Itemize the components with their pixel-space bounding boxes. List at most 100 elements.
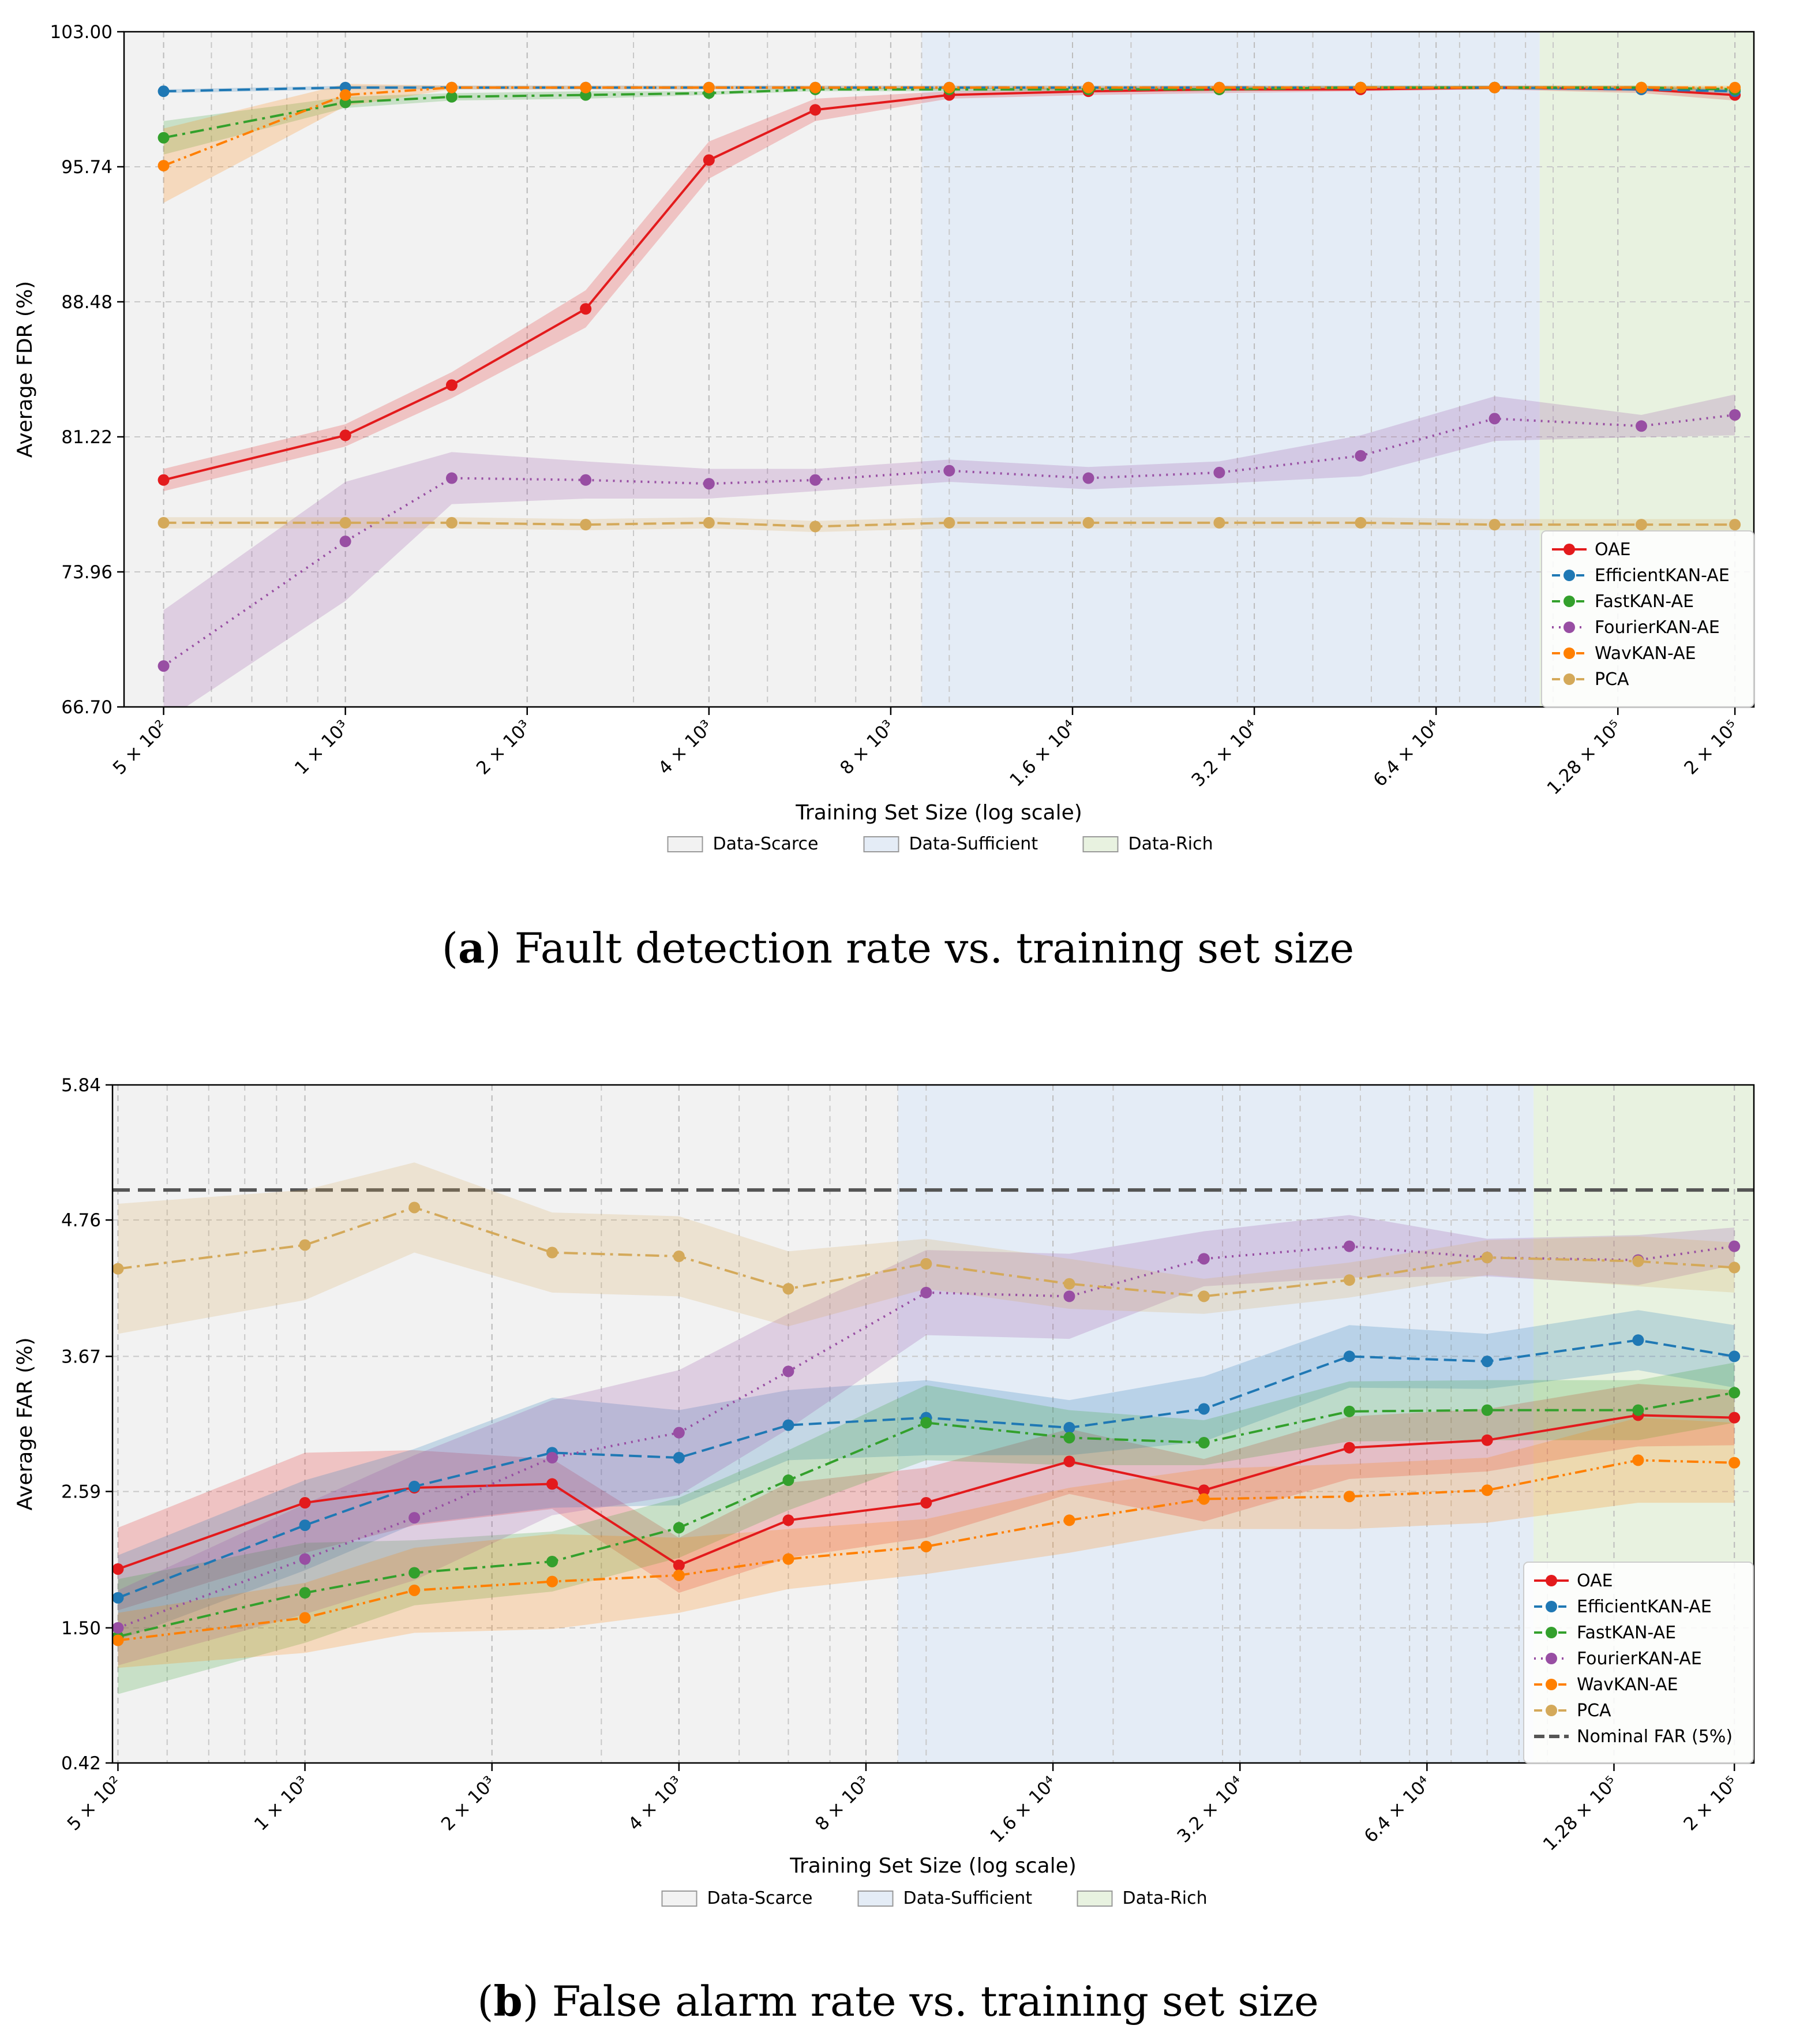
point-oae (339, 429, 351, 441)
y-tick-label: 3.67 (61, 1346, 101, 1367)
point-wavkan-ae (1729, 81, 1741, 93)
region-data-sufficient (921, 32, 1540, 707)
legend-label: PCA (1577, 1701, 1611, 1721)
point-fastkan-ae (1481, 1404, 1493, 1416)
point-wavkan-ae (158, 160, 170, 172)
legend-marker (1546, 1575, 1557, 1586)
point-pca (158, 516, 170, 529)
point-fourierkan-ae (782, 1365, 794, 1377)
legend-label: OAE (1595, 540, 1631, 560)
caption-a: (a) Fault detection rate vs. training se… (441, 923, 1355, 972)
point-oae (1481, 1434, 1493, 1446)
point-fourierkan-ae (1063, 1290, 1075, 1302)
y-tick-label: 73.96 (61, 562, 113, 583)
point-oae (703, 154, 715, 166)
legend-marker (1563, 544, 1575, 555)
point-fourierkan-ae (1355, 450, 1367, 462)
point-pca (1481, 1252, 1493, 1264)
point-fourierkan-ae (920, 1286, 932, 1298)
region-legend-data-rich: Data-Rich (1082, 834, 1213, 854)
y-ticks: 5.84 4.76 3.67 2.59 1.50 0.42 (61, 1075, 113, 1774)
point-fourierkan-ae (1635, 420, 1647, 432)
y-tick-label: 2.59 (61, 1482, 101, 1503)
x-tick-label: 1 × 10³ (250, 1772, 313, 1835)
point-efficientkan-ae (673, 1452, 685, 1464)
caption-a-text: Fault detection rate vs. training set si… (514, 924, 1355, 972)
point-wavkan-ae (1488, 81, 1501, 93)
point-fourierkan-ae (158, 660, 170, 672)
point-pca (1198, 1290, 1210, 1302)
region-data-scarce (124, 32, 922, 707)
region-swatch (667, 836, 703, 852)
point-oae (113, 1563, 124, 1575)
legend-label: WavKAN-AE (1595, 643, 1696, 664)
point-fastkan-ae (158, 132, 170, 144)
x-tick-label: 5 × 10² (109, 716, 171, 778)
point-pca (445, 516, 458, 529)
panel-b: 5.84 4.76 3.67 2.59 1.50 0.425 × 10² 1 × 10³ 2 … (13, 1075, 1755, 1908)
point-pca (546, 1246, 558, 1259)
legend-label: FastKAN-AE (1595, 592, 1694, 612)
point-pca (408, 1201, 421, 1214)
point-efficientkan-ae (1481, 1356, 1493, 1368)
x-tick-label: 2 × 10³ (473, 716, 535, 778)
caption-b-text: False alarm rate vs. training set size (552, 1977, 1319, 2026)
point-fastkan-ae (546, 1555, 558, 1567)
point-fourierkan-ae (1213, 466, 1225, 478)
y-tick-label: 88.48 (61, 292, 113, 313)
point-oae (299, 1497, 311, 1509)
point-fourierkan-ae (1082, 472, 1094, 484)
point-pca (1488, 519, 1501, 531)
band-pca (118, 1162, 1735, 1334)
y-tick-label: 1.50 (61, 1618, 101, 1639)
point-pca (1632, 1255, 1644, 1267)
x-tick-label: 1 × 10³ (291, 716, 353, 778)
series-wavkan-ae (113, 1454, 1741, 1646)
point-fourierkan-ae (408, 1512, 421, 1524)
point-oae (445, 379, 458, 391)
point-pca (113, 1263, 124, 1275)
point-wavkan-ae (1481, 1484, 1493, 1496)
x-ticks: 5 × 10² 1 × 10³ 2 × 10³ 4 × 10³ 8 × 10³ 1.6 ×… (109, 707, 1743, 799)
band-oae (163, 85, 1735, 492)
point-wavkan-ae (673, 1569, 685, 1581)
legend-item-pca: PCA (1534, 1701, 1611, 1721)
caption-b: (b) False alarm rate vs. training set si… (477, 1976, 1319, 2026)
point-wavkan-ae (1082, 81, 1094, 93)
point-wavkan-ae (1213, 81, 1225, 93)
point-fastkan-ae (1632, 1404, 1644, 1416)
point-pca (1063, 1278, 1075, 1290)
point-wavkan-ae (1632, 1454, 1644, 1466)
legend-label: EfficientKAN-AE (1577, 1597, 1712, 1617)
point-fourierkan-ae (339, 536, 351, 548)
legend-marker (1546, 1627, 1557, 1638)
point-fourierkan-ae (1729, 409, 1741, 421)
x-tick-label: 6.4 × 10⁴ (1370, 716, 1444, 791)
legend: OAE EfficientKAN-AE FastKAN-AE FourierKAN-A… (1523, 1562, 1754, 1764)
plot-frame (123, 31, 1755, 708)
region-label: Data-Scarce (713, 834, 819, 854)
legend-label: FastKAN-AE (1577, 1623, 1676, 1643)
y-tick-label: 81.22 (61, 427, 113, 448)
region-label: Data-Rich (1128, 834, 1213, 854)
point-efficientkan-ae (113, 1592, 124, 1604)
point-pca (1355, 516, 1367, 529)
point-wavkan-ae (809, 81, 822, 93)
legend-label: Nominal FAR (5%) (1577, 1727, 1733, 1747)
series-fourierkan-ae (158, 409, 1741, 672)
point-oae (1343, 1442, 1355, 1454)
point-oae (809, 104, 822, 116)
point-efficientkan-ae (782, 1419, 794, 1431)
point-fastkan-ae (673, 1522, 685, 1534)
point-oae (782, 1514, 794, 1526)
series-pca (158, 516, 1741, 533)
legend-marker (1546, 1653, 1557, 1664)
series-wavkan-ae (158, 81, 1741, 172)
y-tick-label: 103.00 (50, 22, 113, 43)
x-tick-label: 8 × 10³ (836, 716, 898, 778)
legend-marker (1546, 1705, 1557, 1716)
point-pca (920, 1258, 932, 1270)
point-wavkan-ae (1355, 81, 1367, 93)
caption-a-letter: a (458, 923, 485, 972)
